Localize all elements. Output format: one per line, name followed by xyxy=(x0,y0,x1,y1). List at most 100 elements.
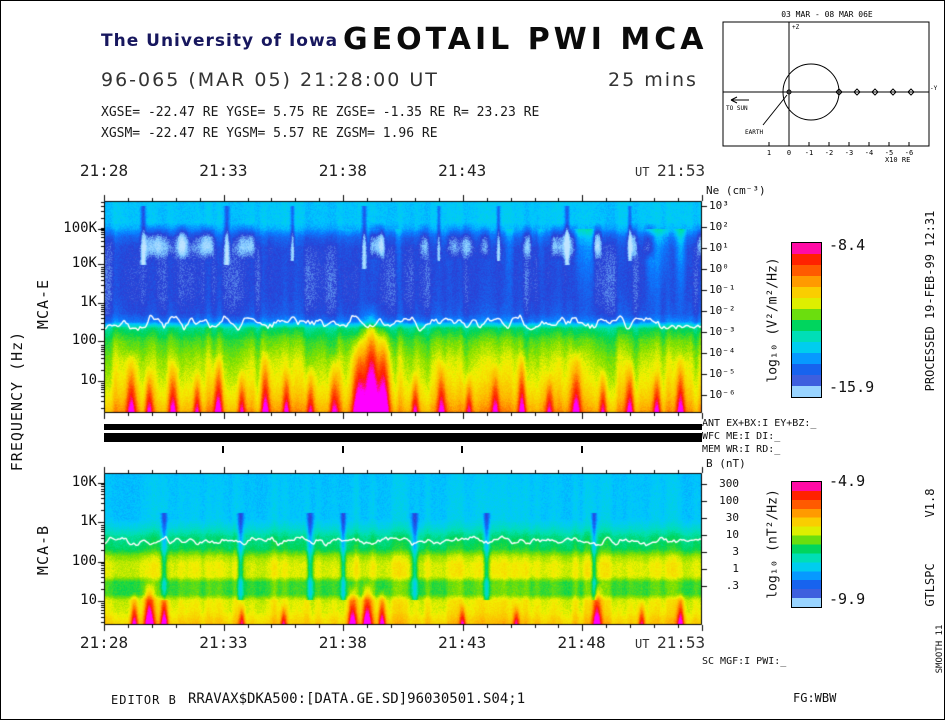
orbit-x-number: -1 xyxy=(805,149,813,157)
ne-axis-title: Ne (cm⁻³) xyxy=(706,184,766,197)
orbit-inset-plot: 03 MAR - 08 MAR 06E TO SUN EARTH +Z -Y 1… xyxy=(722,10,938,164)
orbit-x-number: -2 xyxy=(825,149,833,157)
bottom-time-label: 21:43 xyxy=(438,633,487,652)
gsm-coordinates-line: XGSM= -22.47 RE YGSM= 5.57 RE ZGSM= 1.96… xyxy=(101,126,438,141)
top-time-label: 21:38 xyxy=(318,161,367,180)
to-sun-label: TO SUN xyxy=(726,105,748,112)
organization-name: The University of Iowa xyxy=(101,31,339,51)
fg-label: FG:WBW xyxy=(793,691,837,705)
panel-b-label: MCA-B xyxy=(34,524,52,576)
b-tick-label: 1 xyxy=(732,562,739,576)
bottom-time-label: 21:38 xyxy=(318,633,367,652)
mca-e-colorbar-unit: log₁₀ (V²/m²/Hz) xyxy=(765,257,781,383)
source-file-path: RRAVAX$DKA500:[DATA.GE.SD]96030501.S04;1 xyxy=(188,691,526,707)
ne-tick-label: 10² xyxy=(709,220,729,234)
orbit-y-axis-label: -Y xyxy=(930,85,938,92)
b-axis-title: B (nT) xyxy=(706,457,746,470)
gse-coordinates-line: XGSE= -22.47 RE YGSE= 5.75 RE ZGSE= -1.3… xyxy=(101,105,540,120)
orbit-ellipse xyxy=(782,63,840,121)
sun-arrow xyxy=(730,96,749,104)
wfc-status-line: WFC ME:I DI:_ xyxy=(702,431,781,442)
ne-tick-label: 10⁻³ xyxy=(709,325,736,339)
earth-leader-line xyxy=(762,94,788,126)
bottom-time-label: 21:48 xyxy=(557,633,606,652)
orbit-x-number: -5 xyxy=(885,149,893,157)
mca-b-freq-tick-label: 100 xyxy=(71,553,97,570)
mca-e-freq-tick-label: 1K xyxy=(80,293,97,310)
bottom-time-label: 21:33 xyxy=(199,633,248,652)
bottom-end-time-label: 21:53 xyxy=(657,633,706,652)
version-note: V1.8 xyxy=(923,488,937,518)
mca-e-freq-tick-label: 100K xyxy=(63,219,97,236)
b-tick-label: .3 xyxy=(725,578,739,592)
orbit-x-number: 0 xyxy=(787,149,791,157)
mca-e-freq-tick-label: 10 xyxy=(80,371,97,388)
panel-e-label: MCA-E xyxy=(34,278,52,330)
ne-tick-label: 10⁻⁵ xyxy=(709,366,736,380)
earth-dot xyxy=(786,89,792,95)
ne-tick-label: 10¹ xyxy=(709,241,729,255)
ne-tick-label: 10⁻¹ xyxy=(709,283,736,297)
program-note: GTLSPC xyxy=(923,563,937,607)
b-tick-label: 30 xyxy=(725,510,739,524)
mca-e-spectrogram xyxy=(96,193,710,421)
orbit-z-axis-label: +Z xyxy=(792,24,800,31)
sc-status-line: SC MGF:I PWI:_ xyxy=(702,656,787,667)
ne-tick-label: 10³ xyxy=(709,199,729,213)
coverage-tick xyxy=(341,446,344,453)
smooth-note: SMOOTH 11 xyxy=(935,624,945,674)
mca-b-colorbar xyxy=(791,481,822,608)
ne-tick-label: 10⁻² xyxy=(709,304,736,318)
ne-tick-label: 10⁰ xyxy=(709,262,729,276)
bottom-time-label: 21:28 xyxy=(79,633,129,652)
mca-e-colorbar-min: -15.9 xyxy=(829,378,875,396)
top-ut-label: UT xyxy=(635,165,650,179)
coverage-bar-1 xyxy=(104,424,702,430)
mca-b-freq-tick-label: 1K xyxy=(80,512,97,529)
top-time-label: 21:43 xyxy=(438,161,487,180)
orbit-axis-unit: X10 RE xyxy=(885,156,910,164)
top-time-label: 21:28 xyxy=(79,161,129,180)
mca-b-freq-tick-label: 10 xyxy=(80,591,97,608)
frequency-axis-label: FREQUENCY (Hz) xyxy=(8,330,26,472)
bottom-ut-label: UT xyxy=(635,637,650,651)
b-tick-label: 300 xyxy=(719,476,739,490)
b-tick-label: 100 xyxy=(719,493,739,507)
orbit-x-number: -6 xyxy=(905,149,913,157)
b-tick-label: 3 xyxy=(732,545,739,559)
coverage-tick xyxy=(461,446,464,453)
mca-e-colorbar xyxy=(791,242,822,398)
page-title: GEOTAIL PWI MCA xyxy=(343,22,708,57)
orbit-frame xyxy=(722,21,930,147)
mca-b-colorbar-unit: log₁₀ (nT²/Hz) xyxy=(765,489,781,599)
mca-e-freq-tick-label: 100 xyxy=(71,331,97,348)
mca-e-freq-tick-label: 10K xyxy=(71,254,97,271)
editor-label: EDITOR B xyxy=(111,693,177,707)
orbit-x-number: 1 xyxy=(767,149,771,157)
orbit-x-number: -4 xyxy=(865,149,873,157)
coverage-tick xyxy=(580,446,583,453)
coverage-tick xyxy=(222,446,225,453)
duration-label: 25 mins xyxy=(608,69,698,91)
date-time-line: 96-065 (MAR 05) 21:28:00 UT xyxy=(101,69,439,91)
top-time-label: 21:33 xyxy=(199,161,248,180)
mca-e-colorbar-max: -8.4 xyxy=(829,236,866,254)
orbit-x-number: -3 xyxy=(845,149,853,157)
mca-b-freq-tick-label: 10K xyxy=(71,474,97,491)
antenna-status-line: ANT EX+BX:I EY+BZ:_ xyxy=(702,418,817,429)
mca-b-colorbar-max: -4.9 xyxy=(829,472,866,490)
orbit-path-markers xyxy=(835,88,915,96)
mca-b-spectrogram xyxy=(96,465,710,633)
orbit-x-tick-numbers: 1 0 -1 -2 -3 -4 -5 -6 xyxy=(767,142,913,157)
mem-status-line: MEM WR:I RD:_ xyxy=(702,444,781,455)
top-end-time-label: 21:53 xyxy=(657,161,706,180)
mca-b-colorbar-min: -9.9 xyxy=(829,590,866,608)
earth-label: EARTH xyxy=(745,129,763,136)
orbit-title: 03 MAR - 08 MAR 06E xyxy=(781,10,873,19)
processed-note: PROCESSED 19-FEB-99 12:31 xyxy=(923,210,937,392)
coverage-bar-2 xyxy=(104,433,702,442)
ne-tick-label: 10⁻⁴ xyxy=(709,346,736,359)
b-tick-label: 10 xyxy=(725,528,739,542)
ne-tick-label: 10⁻⁶ xyxy=(709,387,736,401)
